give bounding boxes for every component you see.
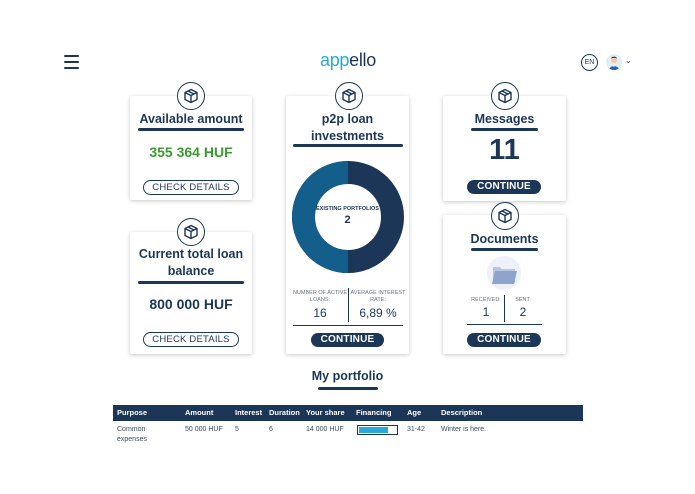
card-title: Messages: [474, 112, 535, 126]
column-header-purpose[interactable]: Purpose: [117, 408, 148, 417]
cell-purpose-line1: Common: [117, 426, 146, 433]
box-icon: [335, 82, 363, 110]
p2p-investments-card: p2p loan investments EXISTING PORTFOLIOS…: [286, 96, 409, 354]
column-header-description[interactable]: Description: [441, 408, 483, 417]
column-header-financing[interactable]: Financing: [356, 408, 392, 417]
cell-description: Winter is here.: [441, 426, 487, 433]
app-logo[interactable]: appello: [320, 50, 376, 70]
card-title-line2: investments: [311, 129, 384, 143]
active-loans-value: 16: [313, 306, 327, 320]
box-icon: [491, 202, 519, 230]
cell-age: 31-42: [407, 426, 425, 433]
sent-value: 2: [519, 305, 527, 319]
financing-progress-bar: [357, 425, 398, 435]
title-underline: [471, 128, 538, 131]
title-underline: [471, 248, 538, 251]
portfolio-donut-chart[interactable]: [291, 160, 405, 274]
user-avatar-icon: [609, 56, 619, 70]
check-details-button[interactable]: CHECK DETAILS: [143, 180, 239, 195]
portfolio-title-underline: [318, 387, 378, 390]
card-title-line2: balance: [167, 264, 215, 278]
folder-icon: [487, 256, 521, 290]
portfolio-title: My portfolio: [311, 369, 384, 383]
stat-divider: [348, 288, 349, 322]
check-details-button[interactable]: CHECK DETAILS: [143, 332, 239, 347]
title-underline: [138, 128, 244, 131]
card-title-line1: Current total loan: [138, 247, 244, 261]
title-underline: [138, 281, 244, 284]
menu-icon[interactable]: [64, 55, 79, 69]
stat-divider: [504, 295, 505, 322]
continue-button[interactable]: CONTINUE: [467, 180, 541, 194]
stat-underline: [467, 324, 542, 325]
chevron-down-icon[interactable]: ⌄: [625, 56, 632, 65]
column-header-interest[interactable]: Interest: [235, 408, 263, 417]
messages-card: Messages 11 CONTINUE: [443, 96, 566, 201]
financing-progress-fill: [359, 427, 388, 433]
available-amount-value: 355 364 HUF: [149, 144, 233, 160]
title-underline: [293, 144, 403, 147]
active-loans-label-line1: NUMBER OF ACTIVE: [292, 290, 348, 296]
card-title-line1: p2p loan: [321, 112, 374, 126]
donut-segment-blue: [292, 161, 349, 273]
card-title: Documents: [470, 232, 539, 246]
loan-balance-card: Current total loan balance 800 000 HUF C…: [130, 232, 252, 354]
interest-rate-label-line1: AVERAGE INTEREST: [350, 290, 406, 296]
cell-interest: 5: [235, 426, 239, 433]
documents-card: Documents RECEIVED: 1 SENT: 2 CONTINUE: [443, 215, 566, 354]
column-header-amount[interactable]: Amount: [185, 408, 214, 417]
active-loans-label-line2: LOANS:: [309, 297, 331, 303]
donut-label: EXISTING PORTFOLIOS: [316, 206, 379, 212]
available-amount-card: Available amount 355 364 HUF CHECK DETAI…: [130, 96, 252, 200]
cell-duration: 6: [269, 426, 273, 433]
box-icon: [177, 218, 205, 246]
box-icon: [491, 82, 519, 110]
column-header-age[interactable]: Age: [407, 408, 422, 417]
interest-rate-label-line2: RATE:: [370, 297, 386, 303]
portfolio-table-header: Purpose Amount Interest Duration Your sh…: [113, 405, 583, 421]
continue-button[interactable]: CONTINUE: [311, 333, 384, 347]
column-header-share[interactable]: Your share: [306, 408, 345, 417]
interest-rate-value: 6,89 %: [359, 306, 397, 320]
cell-purpose-line2: expenses: [117, 436, 147, 443]
cell-amount: 50 000 HUF: [185, 426, 223, 433]
loan-balance-value: 800 000 HUF: [149, 296, 233, 312]
language-switcher[interactable]: EN: [581, 54, 598, 71]
continue-button[interactable]: CONTINUE: [467, 333, 541, 347]
cell-share: 14 000 HUF: [306, 426, 344, 433]
stat-underline: [293, 325, 403, 326]
box-icon: [177, 82, 205, 110]
card-title: Available amount: [139, 112, 243, 126]
received-label: RECEIVED:: [471, 297, 501, 303]
received-value: 1: [482, 305, 490, 319]
avatar[interactable]: [606, 54, 622, 70]
messages-count: 11: [489, 134, 520, 166]
sent-label: SENT:: [515, 297, 531, 303]
donut-value: 2: [344, 214, 351, 226]
column-header-duration[interactable]: Duration: [269, 408, 300, 417]
